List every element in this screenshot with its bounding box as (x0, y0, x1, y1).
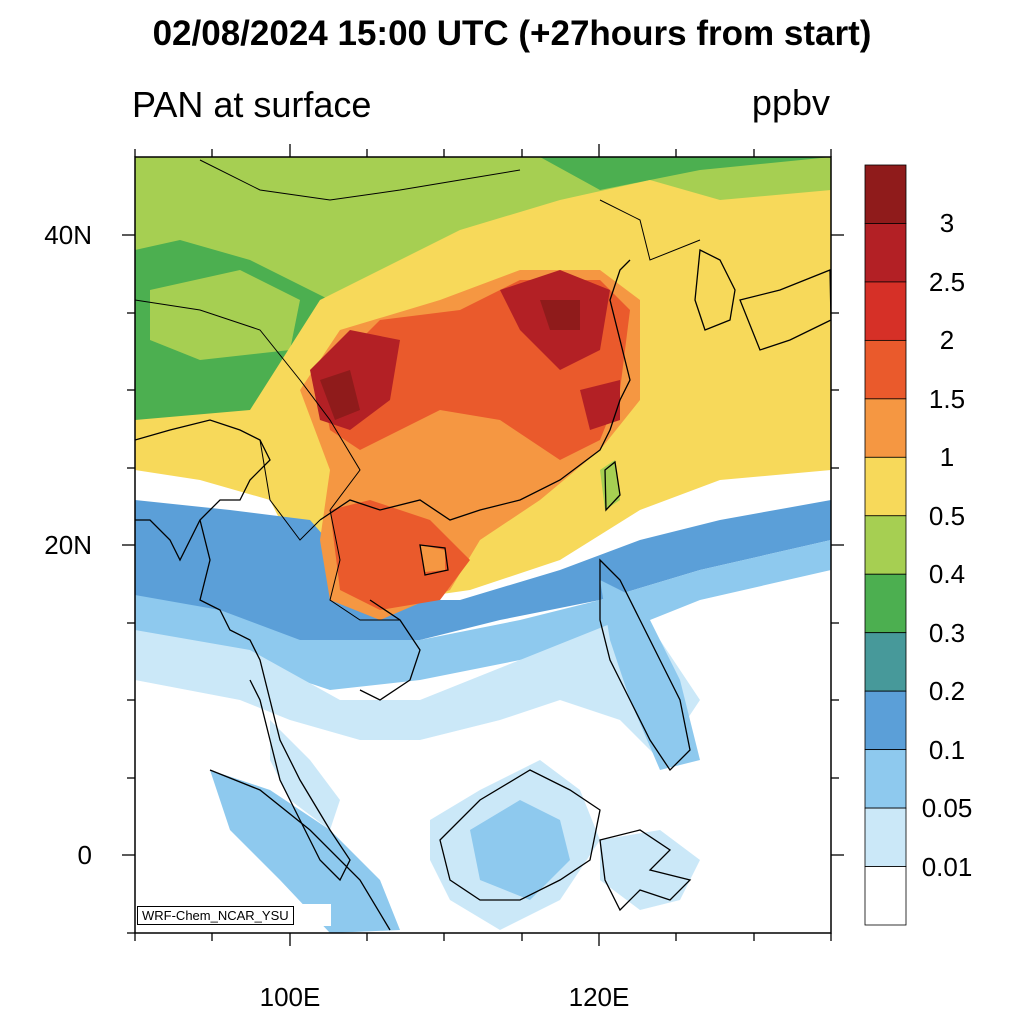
field-1-zone-hainan (420, 545, 445, 572)
colorbar-label: 2.5 (928, 266, 966, 297)
field-0.05-zone (135, 620, 700, 760)
colorbar-swatch (864, 807, 907, 867)
colorbar-swatch (864, 690, 907, 751)
lat-label-40n: 40N (44, 220, 92, 250)
field-3-zone-east (540, 300, 580, 330)
units-label: ppbv (751, 82, 830, 123)
model-credit: WRF-Chem_NCAR_YSU (137, 906, 294, 925)
colorbar-label: 1.5 (928, 383, 966, 414)
colorbar-swatch (864, 398, 907, 458)
colorbar-label: 3 (939, 208, 955, 239)
field-borneo-inner (470, 800, 570, 900)
colorbar-label: 0.01 (921, 851, 973, 882)
field-3-zone (320, 370, 360, 420)
colorbar (864, 164, 907, 926)
lat-label-20n: 20N (44, 530, 92, 560)
colorbar-swatch (864, 223, 907, 283)
field-philippines (600, 580, 700, 770)
coastlines (135, 248, 831, 931)
colorbar-swatch (864, 866, 907, 926)
lon-label-120e: 120E (568, 982, 630, 1012)
axis-ticks (122, 144, 844, 946)
colorbar-label: 0.2 (928, 676, 966, 707)
colorbar-swatch (864, 164, 907, 224)
colorbar-label: 0.5 (928, 500, 966, 531)
lon-label-100e: 100E (259, 982, 321, 1012)
field-sumatra (210, 770, 400, 933)
colorbar-swatch (864, 749, 907, 809)
field-2-zone-coast (580, 380, 620, 430)
field-0.2-zone (135, 500, 831, 650)
colorbar-label: 0.3 (928, 617, 966, 648)
field-0.4-zone-west (150, 270, 300, 360)
colorbar-label: 2 (939, 325, 955, 356)
colorbar-swatch (864, 573, 907, 634)
colorbar-label: 1 (939, 442, 955, 473)
pan-concentration-field (135, 157, 831, 933)
field-malay (270, 720, 340, 830)
lat-label-0: 0 (77, 840, 92, 870)
variable-label: PAN at surface (132, 84, 372, 125)
colorbar-swatch (864, 456, 907, 517)
colorbar-swatch (864, 515, 907, 575)
colorbar-swatch (864, 281, 907, 341)
field-0.1-zone (135, 540, 831, 690)
colorbar-swatch (864, 339, 907, 400)
field-1.5-zone-south (330, 500, 470, 610)
colorbar-swatch (864, 632, 907, 692)
map-title: 02/08/2024 15:00 UTC (+27hours from star… (152, 14, 872, 53)
country-borders (135, 159, 701, 621)
colorbar-label: 0.1 (928, 734, 966, 765)
colorbar-label: 0.05 (921, 793, 973, 824)
colorbar-label: 0.4 (928, 559, 966, 590)
